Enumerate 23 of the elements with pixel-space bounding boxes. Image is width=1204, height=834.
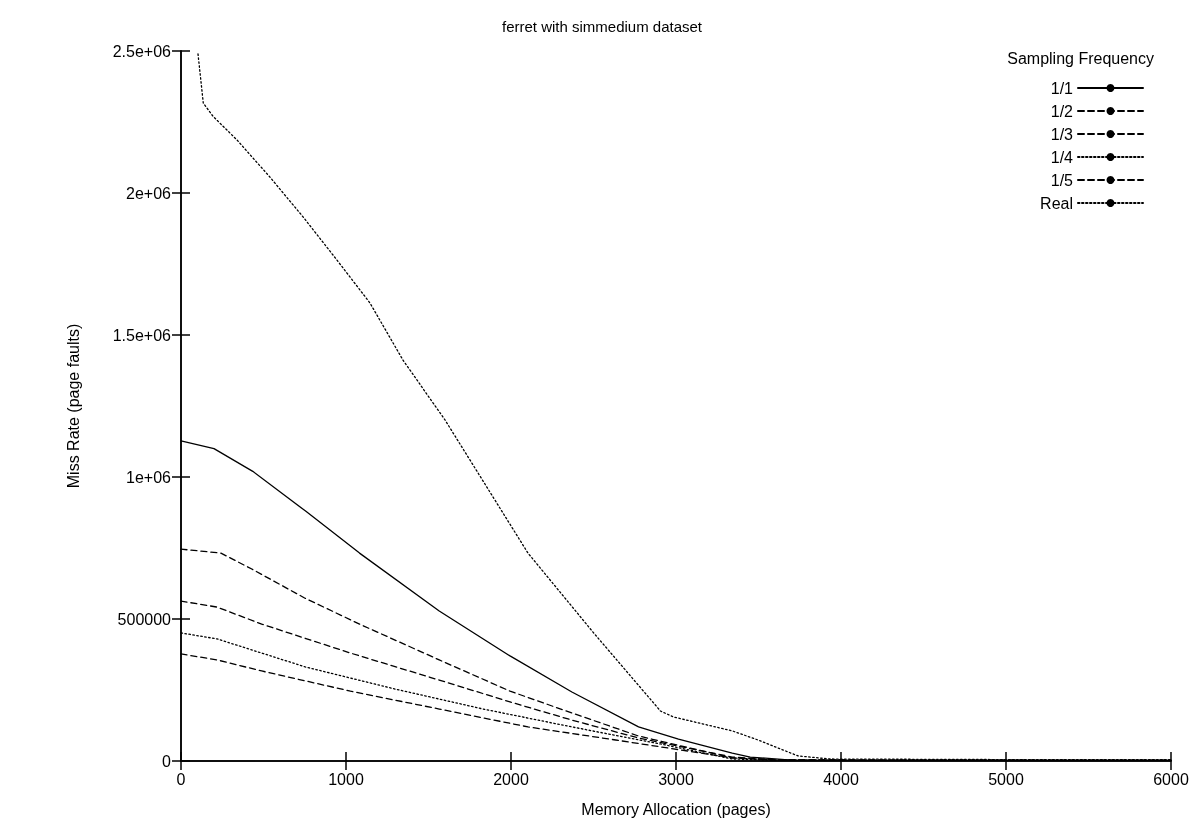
legend-label: Real (1040, 194, 1073, 212)
x-tick-label: 6000 (1153, 770, 1189, 788)
y-tick-label: 0 (162, 752, 172, 770)
y-tick-label: 1.5e+06 (112, 326, 172, 344)
legend-label: 1/1 (1050, 79, 1074, 97)
y-axis-title: Miss Rate (page faults) (64, 323, 82, 489)
x-tick-label: 2000 (493, 770, 529, 788)
y-tick-label: 2e+06 (126, 184, 172, 202)
legend-label: 1/5 (1050, 171, 1074, 189)
y-tick-label: 500000 (117, 610, 172, 628)
y-tick-label: 1e+06 (126, 468, 172, 486)
chart-title: ferret with simmedium dataset (501, 18, 703, 35)
legend-title: Sampling Frequency (1007, 49, 1155, 67)
x-axis-title: Memory Allocation (pages) (581, 800, 771, 818)
y-tick-label: 2.5e+06 (112, 42, 172, 60)
x-tick-label: 1000 (328, 770, 364, 788)
legend-label: 1/2 (1050, 102, 1074, 120)
x-tick-label: 3000 (658, 770, 694, 788)
x-tick-label: 4000 (823, 770, 859, 788)
x-tick-label: 5000 (988, 770, 1024, 788)
legend-label: 1/4 (1050, 148, 1074, 166)
legend-label: 1/3 (1050, 125, 1074, 143)
x-tick-label: 0 (176, 770, 186, 788)
